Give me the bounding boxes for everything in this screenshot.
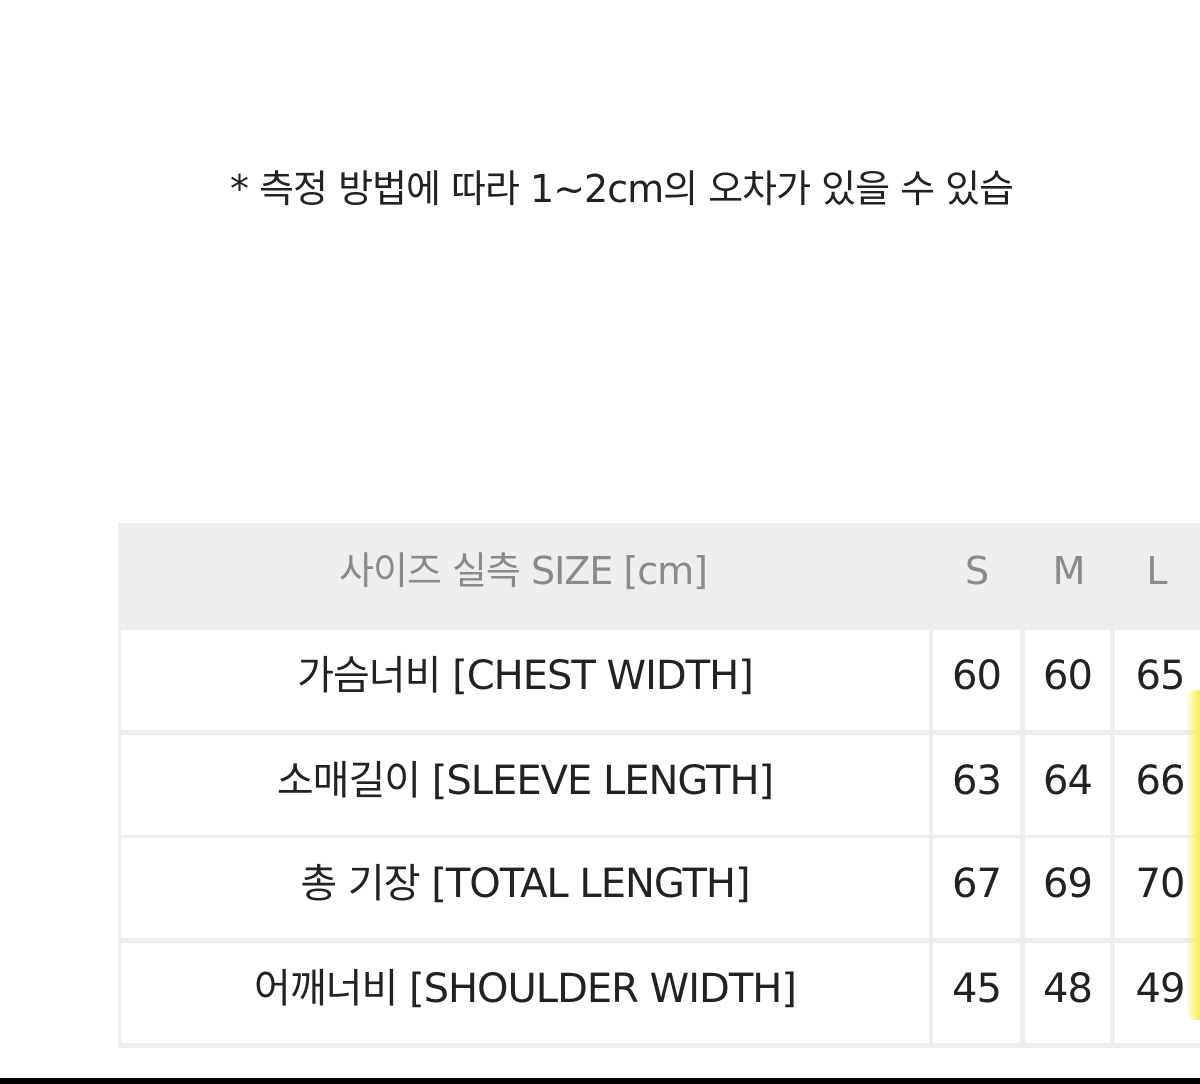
size-value-cell: 70 <box>1115 838 1200 938</box>
row-label: 가슴너비 [CHEST WIDTH] <box>121 630 929 730</box>
size-value-cell: 67 <box>933 838 1020 938</box>
size-header-m: M <box>1052 549 1086 593</box>
row-label: 어깨너비 [SHOULDER WIDTH] <box>121 943 929 1043</box>
size-value-cell: 69 <box>1025 838 1110 938</box>
row-label: 소매길이 [SLEEVE LENGTH] <box>121 735 929 835</box>
size-value-cell: 48 <box>1025 943 1110 1043</box>
size-value-cell: 66 <box>1115 735 1200 835</box>
bottom-bar <box>0 1078 1200 1084</box>
size-header-s: S <box>964 549 989 593</box>
size-value-cell: 60 <box>1025 630 1110 730</box>
size-value-cell: 65 <box>1115 630 1200 730</box>
size-value-cell: 45 <box>933 943 1020 1043</box>
row-label: 총 기장 [TOTAL LENGTH] <box>121 838 929 938</box>
size-header-l: L <box>1146 549 1167 593</box>
measurement-note: * 측정 방법에 따라 1~2cm의 오차가 있을 수 있습 <box>230 167 1014 211</box>
size-value-cell: 60 <box>933 630 1020 730</box>
size-table: 사이즈 실측 SIZE [cm] S M L 가슴너비 [CHEST WIDTH… <box>118 523 1200 1048</box>
size-value-cell: 64 <box>1025 735 1110 835</box>
size-value-cell: 49 <box>1115 943 1200 1043</box>
table-header-title: 사이즈 실측 SIZE [cm] <box>339 549 708 593</box>
yellow-glow <box>1186 690 1200 1020</box>
size-value-cell: 63 <box>933 735 1020 835</box>
